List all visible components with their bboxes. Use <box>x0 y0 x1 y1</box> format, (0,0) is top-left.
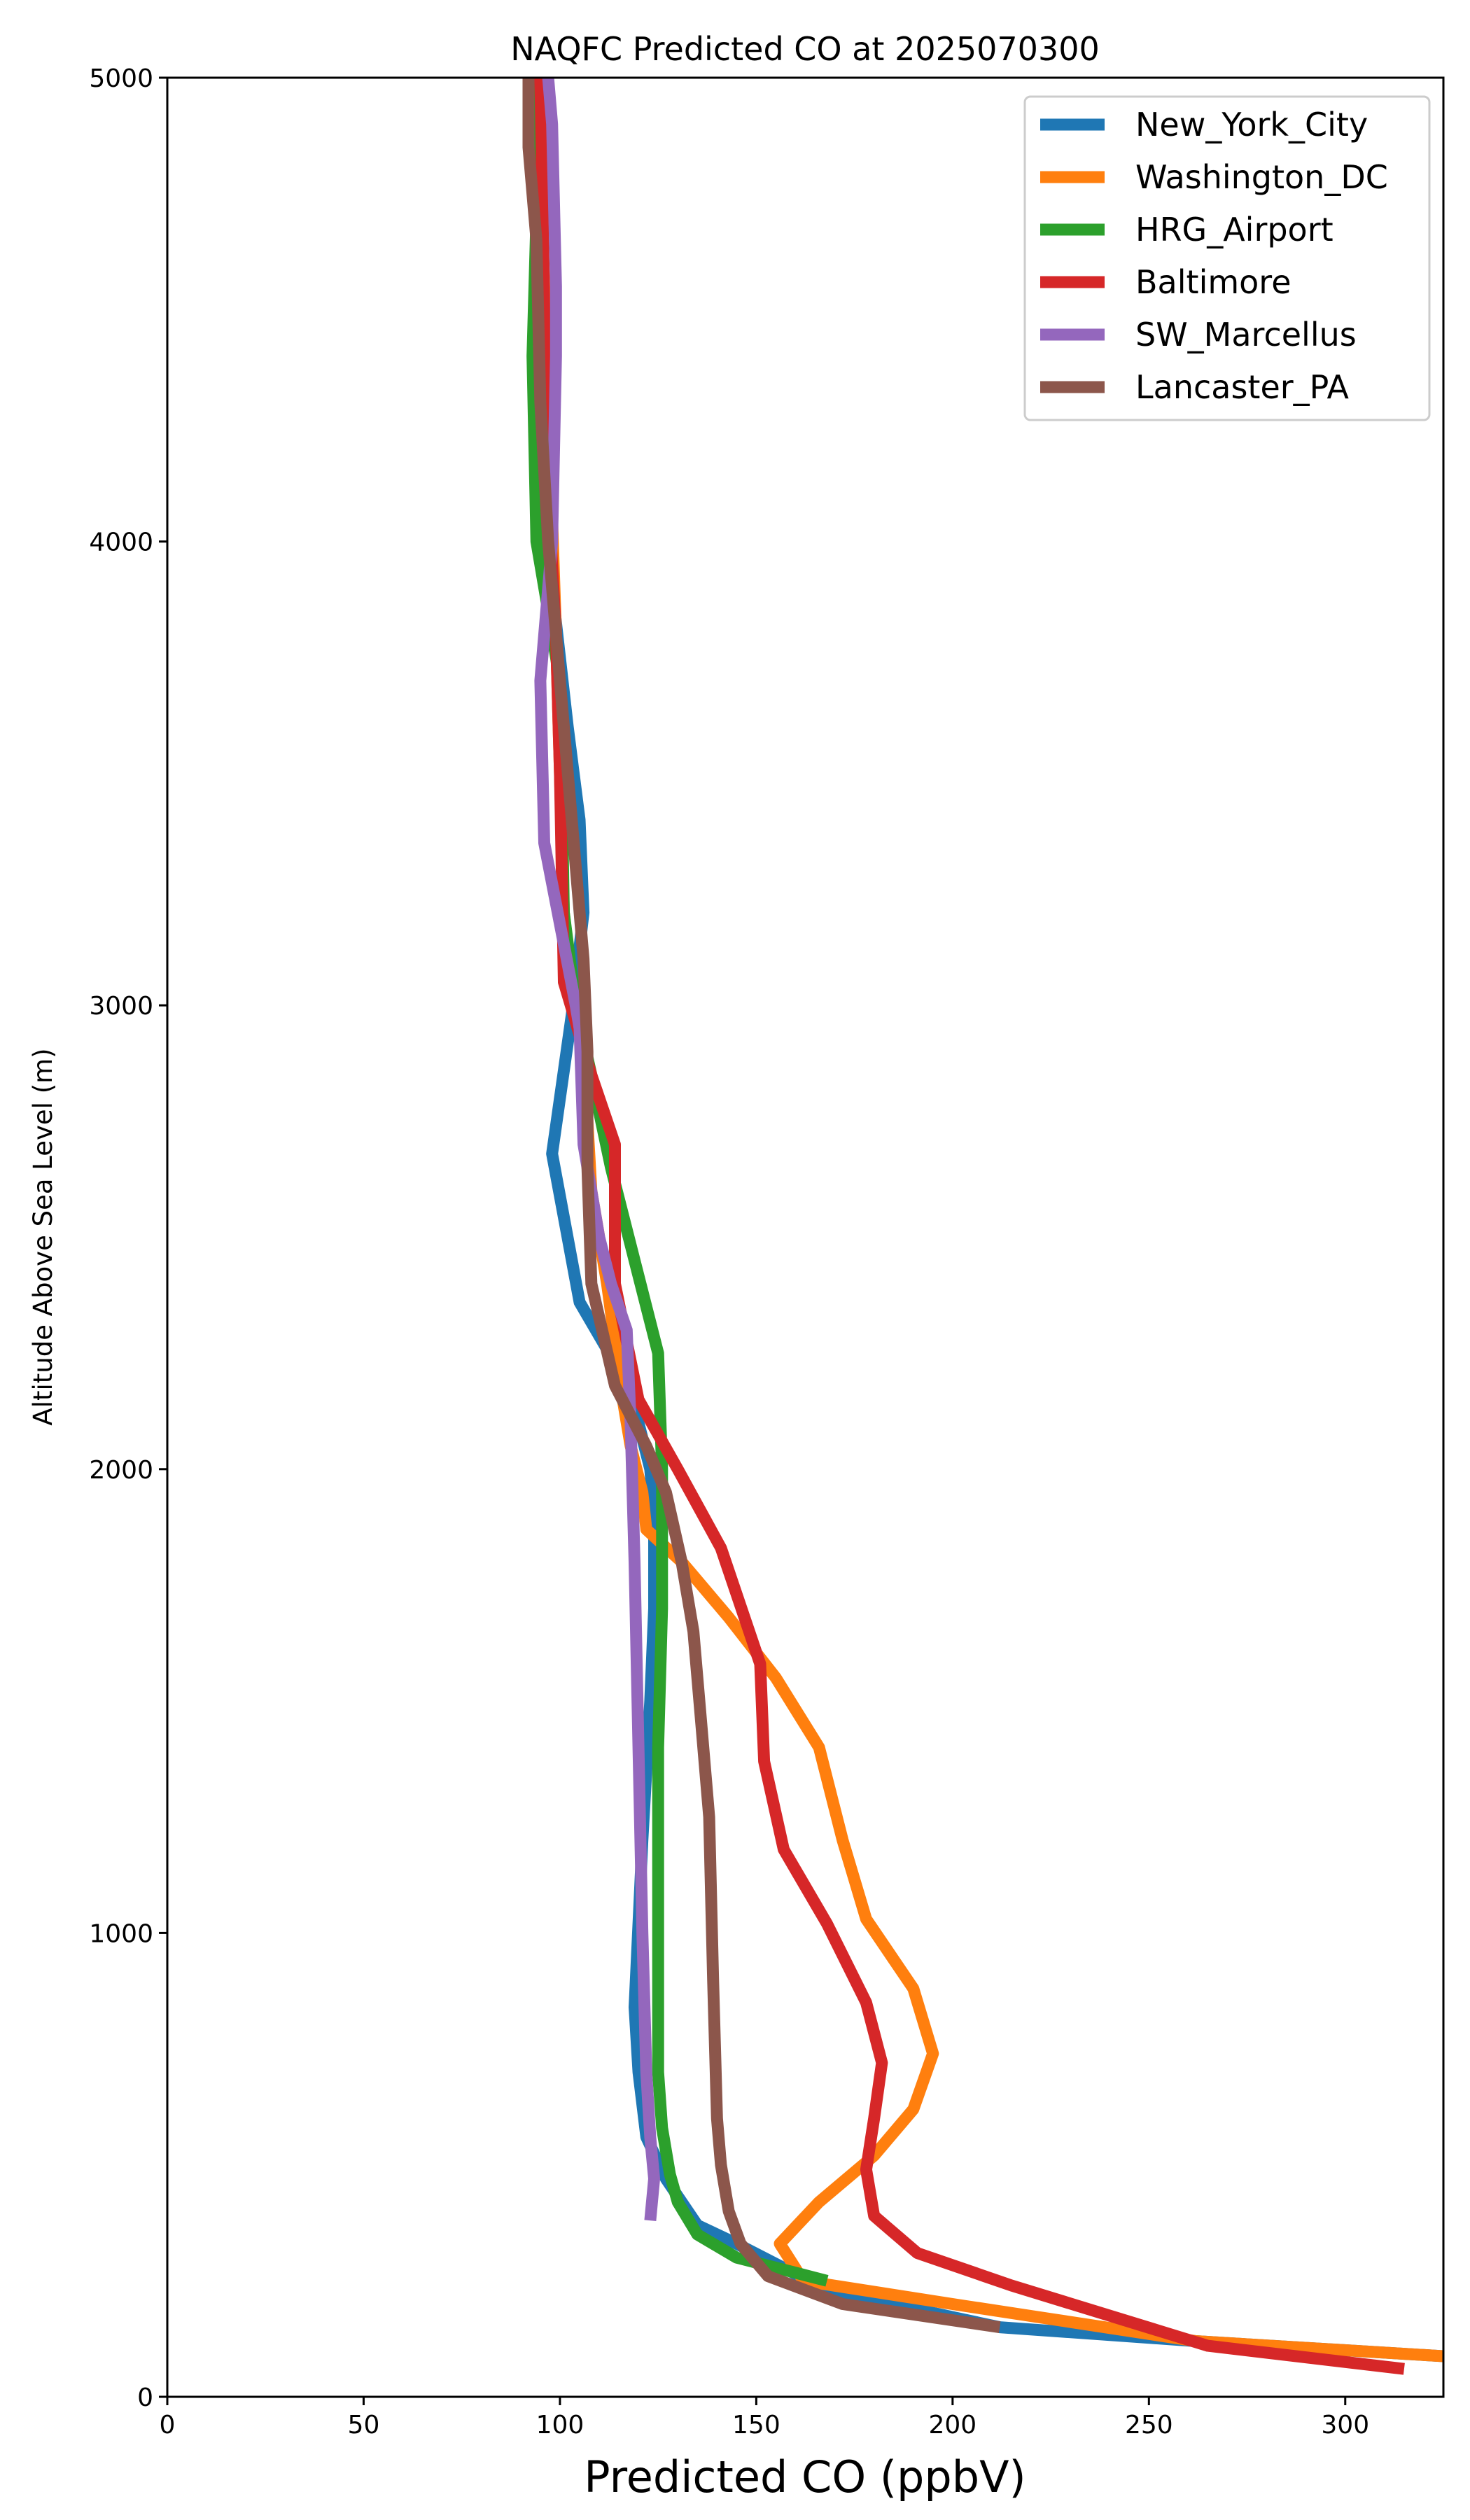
series-line-new-york-city <box>546 587 1443 2362</box>
series-line-baltimore <box>534 78 1405 2375</box>
legend-label-lancaster-pa: Lancaster_PA <box>1135 368 1349 406</box>
series-line-sw-marcellus <box>534 78 660 2221</box>
x-tick-label: 100 <box>536 2411 584 2440</box>
series-line-lancaster-pa <box>522 78 1001 2334</box>
y-tick-label: 1000 <box>89 1919 153 1948</box>
y-tick-label: 2000 <box>89 1456 153 1485</box>
y-tick-label: 4000 <box>89 528 153 557</box>
x-tick-label: 0 <box>160 2411 176 2440</box>
y-tick-label: 0 <box>137 2384 153 2412</box>
x-tick-label: 300 <box>1321 2411 1369 2440</box>
legend-frame <box>1023 95 1431 421</box>
series-layer <box>522 78 1443 2375</box>
legend-label-new-york-city: New_York_City <box>1135 106 1368 144</box>
legend-label-washington-dc: Washington_DC <box>1135 158 1388 196</box>
y-tick-label: 3000 <box>89 992 153 1021</box>
plot-frame <box>166 76 1445 2398</box>
legend-label-hrg-airport: HRG_Airport <box>1135 211 1334 248</box>
series-line-hrg-airport <box>526 78 829 2287</box>
y-tick-label: 5000 <box>89 64 153 93</box>
chart-title: NAQFC Predicted CO at 2025070300 <box>510 30 1100 68</box>
x-axis: 0 50 100 150 200 250 300 <box>160 2397 1369 2440</box>
legend-label-sw-marcellus: SW_Marcellus <box>1135 316 1357 354</box>
y-axis: 0 1000 2000 3000 4000 5000 <box>89 64 167 2412</box>
x-axis-label: Predicted CO (ppbV) <box>584 2451 1026 2502</box>
x-tick-label: 150 <box>732 2411 780 2440</box>
x-tick-label: 250 <box>1125 2411 1173 2440</box>
x-tick-label: 200 <box>928 2411 976 2440</box>
x-tick-label: 50 <box>348 2411 380 2440</box>
legend: New_York_City Washington_DC HRG_Airport Bal… <box>1023 95 1431 421</box>
y-axis-label: Altitude Above Sea Level (m) <box>28 1048 58 1425</box>
legend-label-baltimore: Baltimore <box>1135 263 1292 301</box>
